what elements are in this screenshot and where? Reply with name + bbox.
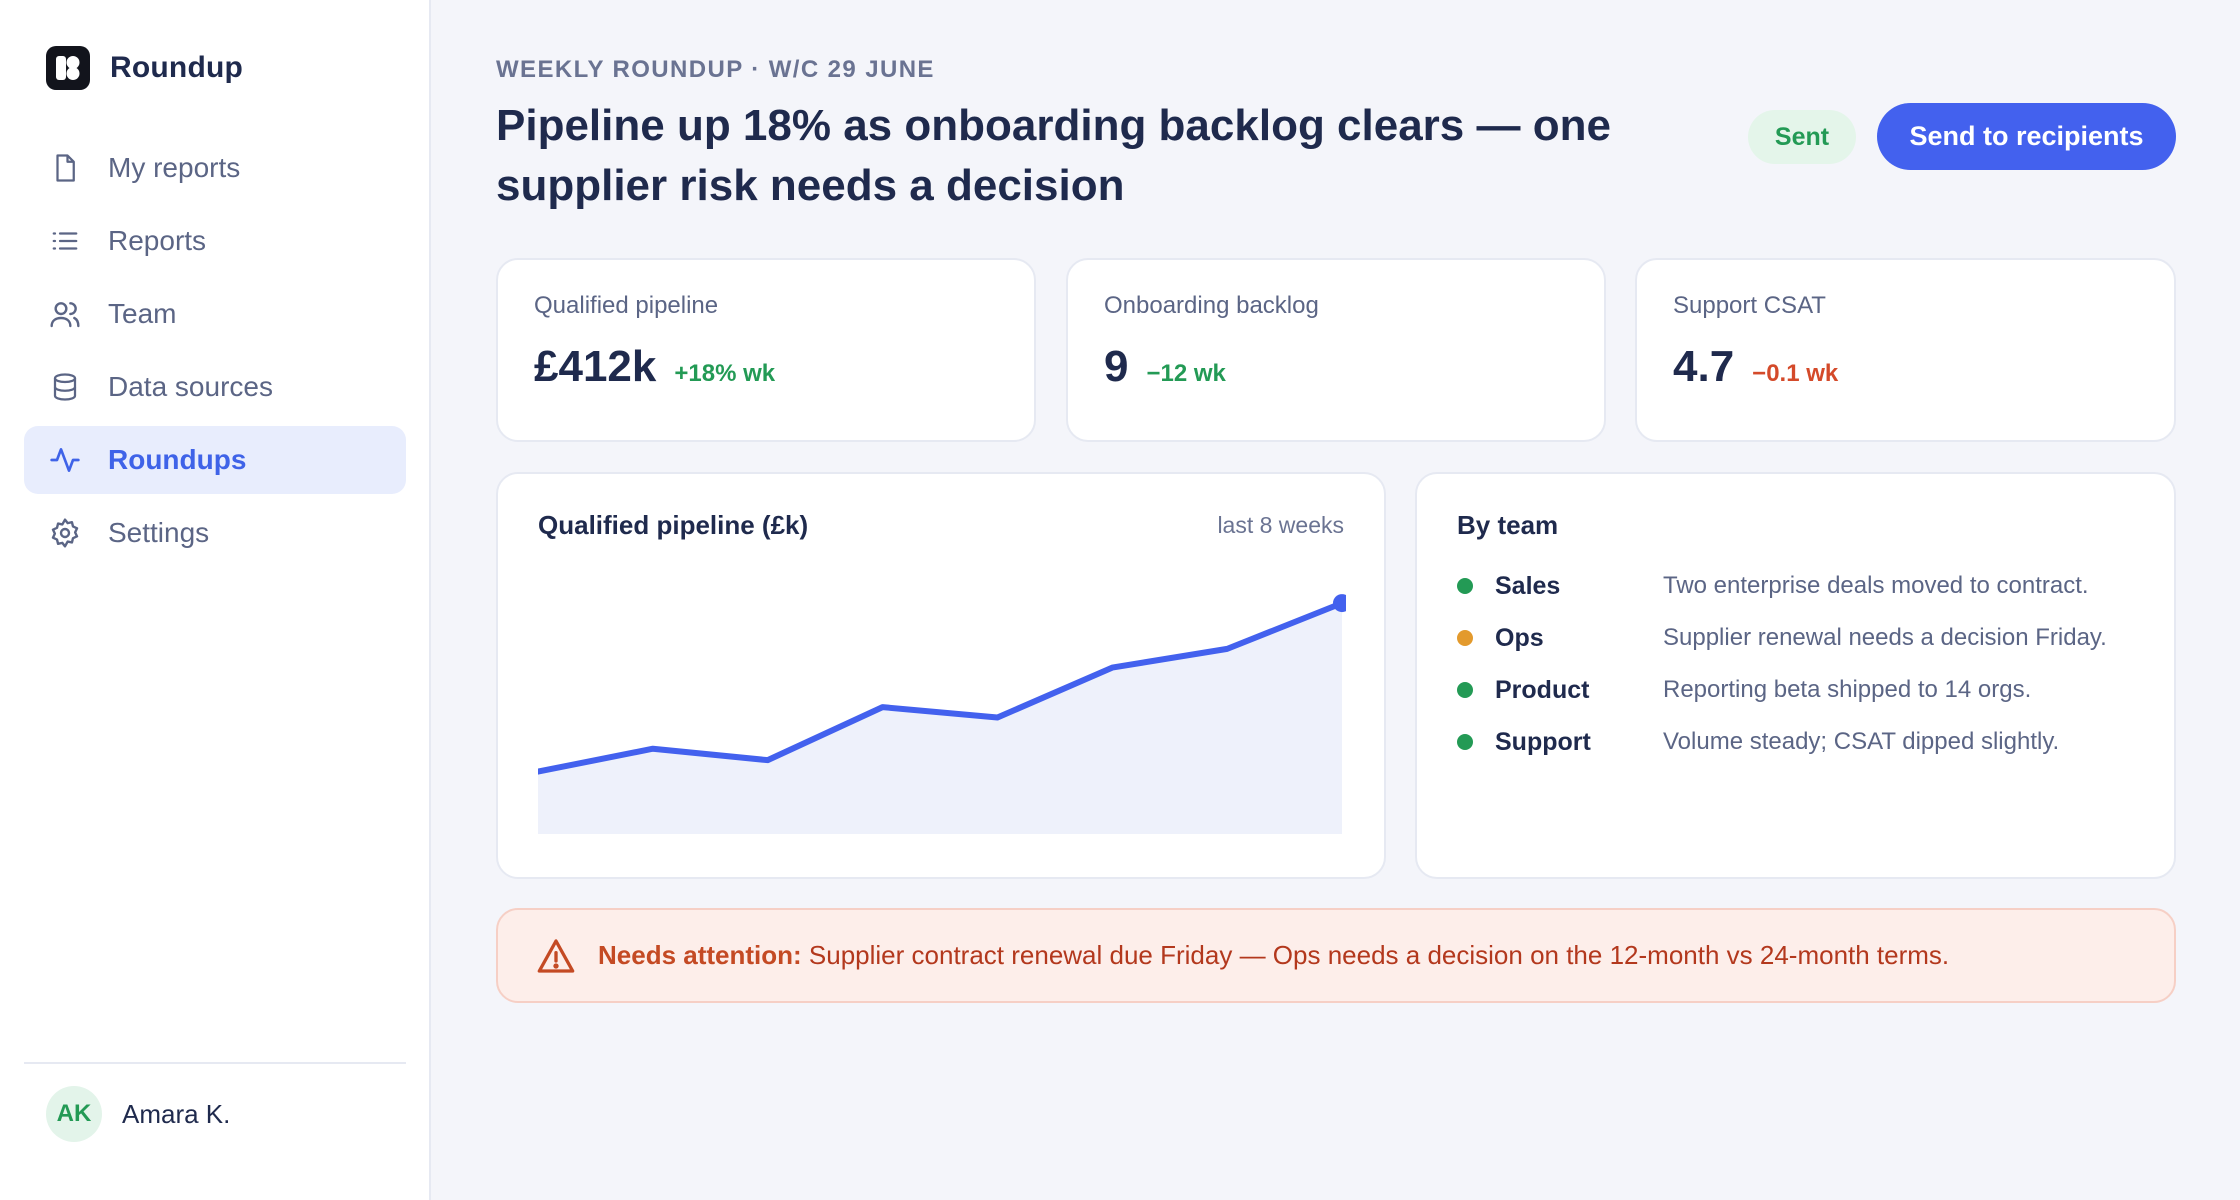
team-name: Product	[1495, 675, 1590, 704]
team-row-support: Support Volume steady; CSAT dipped sligh…	[1457, 716, 2157, 768]
sidebar-item-data-sources[interactable]: Data sources	[24, 353, 406, 421]
team-name: Ops	[1495, 623, 1544, 652]
sidebar-item-label: Roundups	[108, 444, 247, 475]
needs-attention-alert: Needs attention: Supplier contract renew…	[496, 908, 2176, 1003]
report-eyebrow: WEEKLY ROUNDUP · W/C 29 JUNE	[496, 56, 935, 83]
team-name: Support	[1495, 727, 1591, 756]
kpi-delta: −0.1 wk	[1752, 360, 1839, 387]
pipeline-chart	[538, 594, 1346, 834]
status-dot	[1457, 682, 1473, 698]
status-dot	[1457, 578, 1473, 594]
page-title: Pipeline up 18% as onboarding backlog cl…	[496, 101, 1611, 210]
chart-series-line	[538, 600, 1345, 775]
chart-points	[1333, 594, 1346, 613]
sidebar: Roundup My reports Reports Team Data sou…	[0, 0, 431, 1200]
app-name: Roundup	[110, 51, 244, 84]
warning-icon	[537, 938, 575, 973]
kpi-delta: +18% wk	[674, 360, 776, 387]
team-row-ops: Ops Supplier renewal needs a decision Fr…	[1457, 612, 2157, 664]
user-profile[interactable]: AK Amara K.	[24, 1062, 406, 1142]
chart-point-latest	[1333, 594, 1346, 613]
send-to-recipients-button[interactable]: Send to recipients	[1877, 103, 2176, 170]
users-icon	[48, 297, 82, 331]
team-row-product: Product Reporting beta shipped to 14 org…	[1457, 664, 2157, 716]
team-note: Reporting beta shipped to 14 orgs.	[1663, 676, 2032, 703]
pipeline-chart-card: Qualified pipeline (£k) last 8 weeks	[496, 472, 1386, 879]
chart-title: Qualified pipeline (£k)	[538, 510, 809, 540]
file-icon	[48, 151, 82, 185]
team-note: Volume steady; CSAT dipped slightly.	[1663, 728, 2060, 755]
kpi-card-support-csat: Support CSAT 4.7 −0.1 wk	[1635, 258, 2176, 442]
sidebar-item-settings[interactable]: Settings	[24, 499, 406, 567]
brand[interactable]: Roundup	[46, 46, 243, 90]
chart-area	[538, 603, 1342, 834]
kpi-label: Support CSAT	[1673, 292, 1826, 319]
kpi-label: Onboarding backlog	[1104, 292, 1319, 319]
sidebar-item-label: Reports	[108, 225, 207, 256]
kpi-delta: −12 wk	[1146, 360, 1226, 387]
alert-body: Supplier contract renewal due Friday — O…	[801, 940, 1950, 970]
sidebar-item-my-reports[interactable]: My reports	[24, 134, 406, 202]
sidebar-item-roundups[interactable]: Roundups	[24, 426, 406, 494]
kpi-value: 4.7	[1673, 342, 1735, 391]
sidebar-item-label: My reports	[108, 152, 241, 183]
roundup-logo-icon	[46, 46, 90, 90]
chart-range: last 8 weeks	[1217, 512, 1344, 538]
alert-message: Needs attention: Supplier contract renew…	[598, 940, 1949, 971]
avatar: AK	[46, 1086, 102, 1142]
team-section-title: By team	[1457, 510, 1559, 540]
user-name: Amara K.	[122, 1098, 231, 1129]
list-icon	[48, 224, 82, 258]
kpi-card-onboarding-backlog: Onboarding backlog 9 −12 wk	[1066, 258, 1606, 442]
status-dot	[1457, 630, 1473, 646]
gear-icon	[48, 516, 82, 550]
database-icon	[48, 370, 82, 404]
team-note: Supplier renewal needs a decision Friday…	[1663, 624, 2107, 651]
sidebar-item-team[interactable]: Team	[24, 280, 406, 348]
sidebar-item-label: Data sources	[108, 371, 273, 402]
sidebar-item-reports[interactable]: Reports	[24, 207, 406, 275]
kpi-label: Qualified pipeline	[534, 292, 719, 319]
by-team-card: By team Sales Two enterprise deals moved…	[1415, 472, 2176, 879]
status-dot	[1457, 734, 1473, 750]
team-row-sales: Sales Two enterprise deals moved to cont…	[1457, 560, 2157, 612]
kpi-card-qualified-pipeline: Qualified pipeline £412k +18% wk	[496, 258, 1036, 442]
sidebar-item-label: Team	[108, 298, 177, 329]
activity-icon	[48, 443, 82, 477]
kpi-value: £412k	[534, 342, 657, 391]
team-note: Two enterprise deals moved to contract.	[1663, 572, 2089, 599]
status-badge: Sent	[1748, 110, 1856, 164]
sidebar-nav: My reports Reports Team Data sources Rou…	[24, 134, 406, 572]
team-list: Sales Two enterprise deals moved to cont…	[1457, 560, 2157, 768]
team-name: Sales	[1495, 571, 1561, 600]
kpi-value: 9	[1104, 342, 1129, 391]
sidebar-item-label: Settings	[108, 517, 210, 548]
alert-lead: Needs attention:	[598, 940, 802, 970]
